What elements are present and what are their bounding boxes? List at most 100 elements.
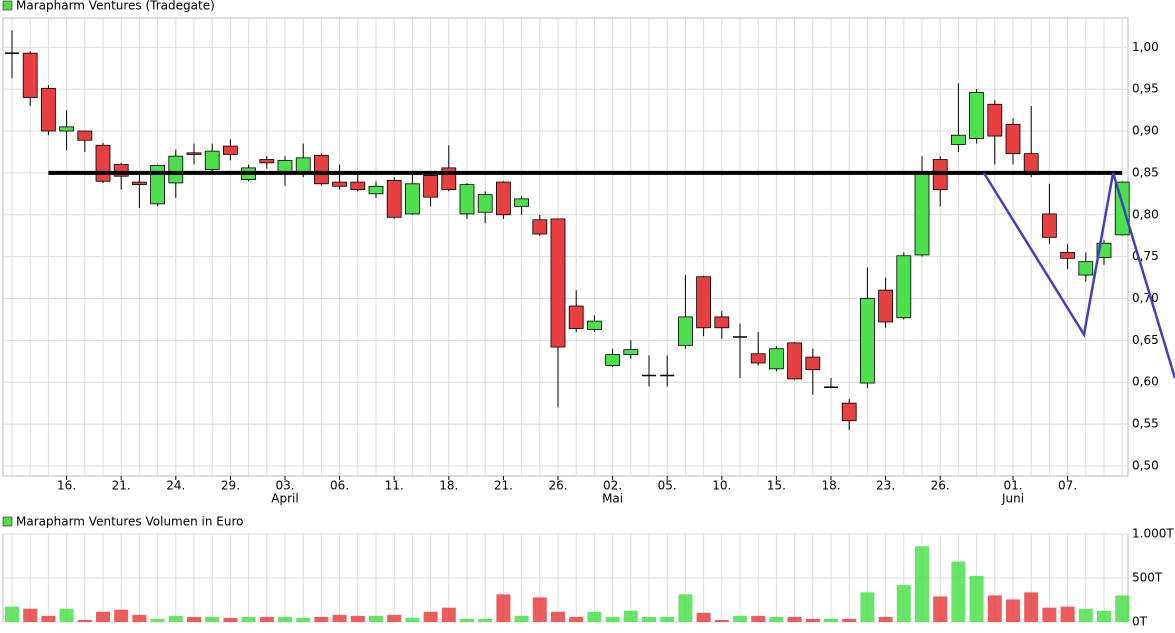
volume-bar xyxy=(1006,599,1020,622)
month-label: Mai xyxy=(602,492,623,506)
volume-bar xyxy=(114,609,129,622)
volume-bar xyxy=(1097,610,1111,622)
volume-bar xyxy=(259,616,274,622)
volume-bar xyxy=(623,610,638,622)
volume-bar xyxy=(878,616,893,622)
volume-bar xyxy=(478,618,493,622)
volume-bar xyxy=(187,616,201,622)
candle-body xyxy=(714,316,730,329)
candle-body xyxy=(550,218,566,348)
x-tick-label: 06. xyxy=(330,479,349,493)
candle-body xyxy=(514,198,529,207)
volume-bar xyxy=(1042,607,1057,622)
candle-body xyxy=(1060,252,1075,259)
candle-body xyxy=(587,320,602,330)
volume-bar xyxy=(678,594,693,622)
volume-bar xyxy=(532,597,547,622)
volume-bar xyxy=(987,595,1002,622)
x-tick-label: 01. xyxy=(1003,479,1022,493)
candle-body xyxy=(769,348,784,370)
candle-body xyxy=(951,134,966,145)
volume-bar xyxy=(41,615,56,622)
x-tick-label: 02. xyxy=(603,479,622,493)
candle-body xyxy=(77,130,93,141)
y-tick-label: 0,55 xyxy=(1132,417,1159,431)
candle-body xyxy=(313,154,329,185)
volume-bar xyxy=(787,616,802,622)
candle-body xyxy=(350,181,366,191)
y-tick-label: 0,65 xyxy=(1132,333,1159,347)
volume-bar xyxy=(805,618,820,622)
candle-body xyxy=(222,145,238,155)
volume-bar xyxy=(96,611,110,622)
y-tick-label: 0,60 xyxy=(1132,375,1159,389)
volume-bar xyxy=(1024,592,1039,622)
x-tick-label: 24. xyxy=(166,479,185,493)
x-tick-label: 23. xyxy=(876,479,895,493)
volume-bar xyxy=(587,611,602,622)
x-tick-label: 18. xyxy=(821,479,840,493)
candle-body xyxy=(605,354,620,366)
volume-bar xyxy=(241,616,256,622)
volume-bar xyxy=(496,594,511,622)
volume-bar xyxy=(423,611,438,622)
volume-bar xyxy=(296,617,311,622)
volume-bar xyxy=(896,585,911,622)
candle-body xyxy=(150,164,166,205)
candle-body xyxy=(477,194,493,213)
volume-bar xyxy=(569,616,584,622)
candle-body xyxy=(805,356,821,371)
candle-body xyxy=(204,150,220,170)
volume-bar xyxy=(933,596,948,622)
candle-body xyxy=(404,183,420,215)
candle-body xyxy=(987,103,1003,137)
x-tick-label: 26. xyxy=(548,479,567,493)
candle-body xyxy=(95,144,111,182)
x-tick-label: 21. xyxy=(112,479,131,493)
candle-body xyxy=(860,298,875,384)
price-plot-frame xyxy=(2,17,1129,477)
candle-body xyxy=(368,185,384,195)
x-tick-label: 05. xyxy=(658,479,677,493)
volume-bar xyxy=(278,616,292,622)
volume-bar xyxy=(387,614,402,622)
candle-body xyxy=(532,219,548,235)
candle-body xyxy=(568,305,584,330)
candle-body xyxy=(896,255,912,319)
y-tick-label: 0,90 xyxy=(1132,124,1159,138)
volume-bar xyxy=(59,608,74,622)
candle-body xyxy=(22,52,38,98)
candle-body xyxy=(969,92,984,139)
candle-body xyxy=(1078,261,1094,276)
volume-bar xyxy=(223,617,238,622)
volume-bar xyxy=(405,617,420,622)
x-tick-label: 26. xyxy=(931,479,950,493)
candle-body xyxy=(678,316,693,346)
volume-bar xyxy=(514,615,529,622)
y-tick-label: 500T xyxy=(1132,571,1163,585)
candle-body xyxy=(113,164,129,177)
volume-bar xyxy=(1060,606,1075,622)
y-tick-label: 0,50 xyxy=(1132,458,1159,472)
volume-bar xyxy=(369,615,383,622)
volume-bar xyxy=(77,619,92,622)
candle-body xyxy=(750,353,766,364)
x-tick-label: 11. xyxy=(385,479,404,493)
candle-body xyxy=(1005,123,1021,155)
y-tick-label: 0,80 xyxy=(1132,207,1159,221)
x-tick-label: 15. xyxy=(767,479,786,493)
volume-bar xyxy=(824,618,838,622)
candle-body xyxy=(423,175,439,198)
volume-bar xyxy=(751,615,766,622)
volume-bar xyxy=(332,614,347,622)
x-tick-label: 29. xyxy=(221,479,240,493)
candle-body xyxy=(41,87,56,132)
volume-bar xyxy=(642,616,656,622)
candle-body xyxy=(495,181,511,216)
x-tick-label: 03. xyxy=(275,479,294,493)
candle-body xyxy=(386,180,402,218)
volume-bar xyxy=(150,618,165,622)
x-tick-label: 21. xyxy=(494,479,513,493)
y-tick-label: 1.000T xyxy=(1132,527,1174,541)
